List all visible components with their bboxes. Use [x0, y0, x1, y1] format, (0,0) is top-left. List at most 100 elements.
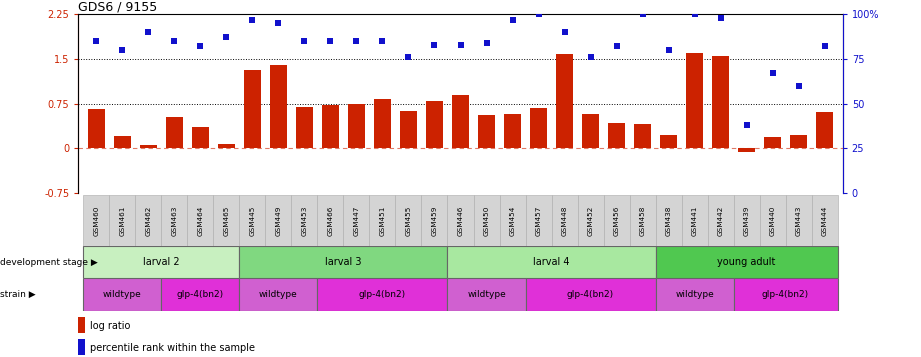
- Bar: [84, 246, 239, 278]
- Text: GSM464: GSM464: [197, 205, 204, 236]
- Text: development stage ▶: development stage ▶: [0, 258, 98, 267]
- Text: GSM441: GSM441: [692, 205, 697, 236]
- Text: log ratio: log ratio: [90, 321, 130, 331]
- Text: GSM447: GSM447: [354, 205, 359, 236]
- Bar: [84, 195, 110, 246]
- Bar: [526, 278, 656, 311]
- Bar: [660, 135, 677, 148]
- Text: GSM442: GSM442: [717, 205, 724, 236]
- Text: GSM446: GSM446: [458, 205, 463, 236]
- Bar: [400, 111, 417, 148]
- Point: [141, 29, 156, 35]
- Bar: [552, 195, 577, 246]
- Text: GSM449: GSM449: [275, 205, 282, 236]
- Point: [245, 17, 260, 22]
- Bar: [760, 195, 786, 246]
- Text: wildtype: wildtype: [675, 290, 714, 299]
- Text: GSM445: GSM445: [250, 205, 255, 236]
- Text: strain ▶: strain ▶: [0, 290, 36, 299]
- Point: [713, 15, 728, 21]
- Bar: [608, 123, 625, 148]
- Bar: [556, 54, 573, 148]
- Bar: [738, 148, 755, 152]
- Bar: [452, 95, 469, 148]
- Bar: [188, 195, 214, 246]
- Bar: [374, 99, 391, 148]
- Bar: [656, 246, 837, 278]
- Text: GSM460: GSM460: [94, 205, 99, 236]
- Bar: [88, 110, 105, 148]
- Point: [687, 11, 702, 17]
- Point: [167, 38, 181, 44]
- Point: [557, 29, 572, 35]
- Bar: [603, 195, 630, 246]
- Text: GSM462: GSM462: [146, 205, 151, 236]
- Bar: [318, 278, 448, 311]
- Bar: [270, 65, 287, 148]
- Bar: [478, 115, 495, 148]
- Point: [271, 20, 286, 26]
- Point: [89, 38, 104, 44]
- Point: [219, 35, 234, 40]
- Bar: [296, 106, 313, 148]
- Bar: [78, 338, 85, 355]
- Text: larval 3: larval 3: [325, 257, 362, 267]
- Bar: [682, 195, 707, 246]
- Text: GSM443: GSM443: [796, 205, 801, 236]
- Text: GSM448: GSM448: [562, 205, 567, 236]
- Bar: [239, 195, 265, 246]
- Bar: [816, 112, 833, 148]
- Text: GSM450: GSM450: [484, 205, 489, 236]
- Bar: [582, 114, 599, 148]
- Bar: [369, 195, 395, 246]
- Text: wildtype: wildtype: [259, 290, 297, 299]
- Bar: [712, 56, 729, 148]
- Bar: [84, 278, 161, 311]
- Bar: [707, 195, 733, 246]
- Bar: [656, 195, 682, 246]
- Point: [817, 44, 832, 49]
- Bar: [634, 124, 651, 148]
- Bar: [426, 101, 443, 148]
- Bar: [161, 278, 239, 311]
- Text: GSM454: GSM454: [509, 205, 516, 236]
- Bar: [344, 195, 369, 246]
- Bar: [114, 136, 131, 148]
- Bar: [161, 195, 188, 246]
- Text: GSM440: GSM440: [770, 205, 775, 236]
- Point: [479, 40, 494, 46]
- Bar: [656, 278, 733, 311]
- Bar: [790, 135, 807, 148]
- Bar: [218, 144, 235, 148]
- Point: [505, 17, 519, 22]
- Text: GSM466: GSM466: [328, 205, 333, 236]
- Point: [609, 44, 624, 49]
- Bar: [448, 278, 526, 311]
- Bar: [448, 246, 656, 278]
- Text: GSM458: GSM458: [639, 205, 646, 236]
- Point: [531, 11, 546, 17]
- Bar: [395, 195, 422, 246]
- Bar: [448, 195, 473, 246]
- Bar: [192, 127, 209, 148]
- Bar: [786, 195, 811, 246]
- Text: GDS6 / 9155: GDS6 / 9155: [78, 0, 157, 13]
- Text: GSM463: GSM463: [171, 205, 178, 236]
- Bar: [348, 104, 365, 148]
- Bar: [135, 195, 161, 246]
- Point: [635, 11, 650, 17]
- Point: [740, 122, 754, 128]
- Point: [375, 38, 390, 44]
- Point: [427, 42, 442, 47]
- Text: glp-4(bn2): glp-4(bn2): [567, 290, 614, 299]
- Bar: [244, 70, 261, 148]
- Bar: [140, 145, 157, 148]
- Bar: [686, 53, 703, 148]
- Text: GSM451: GSM451: [379, 205, 386, 236]
- Text: glp-4(bn2): glp-4(bn2): [359, 290, 406, 299]
- Text: GSM452: GSM452: [588, 205, 593, 236]
- Bar: [265, 195, 291, 246]
- Text: young adult: young adult: [717, 257, 775, 267]
- Text: GSM438: GSM438: [666, 205, 671, 236]
- Text: GSM455: GSM455: [405, 205, 412, 236]
